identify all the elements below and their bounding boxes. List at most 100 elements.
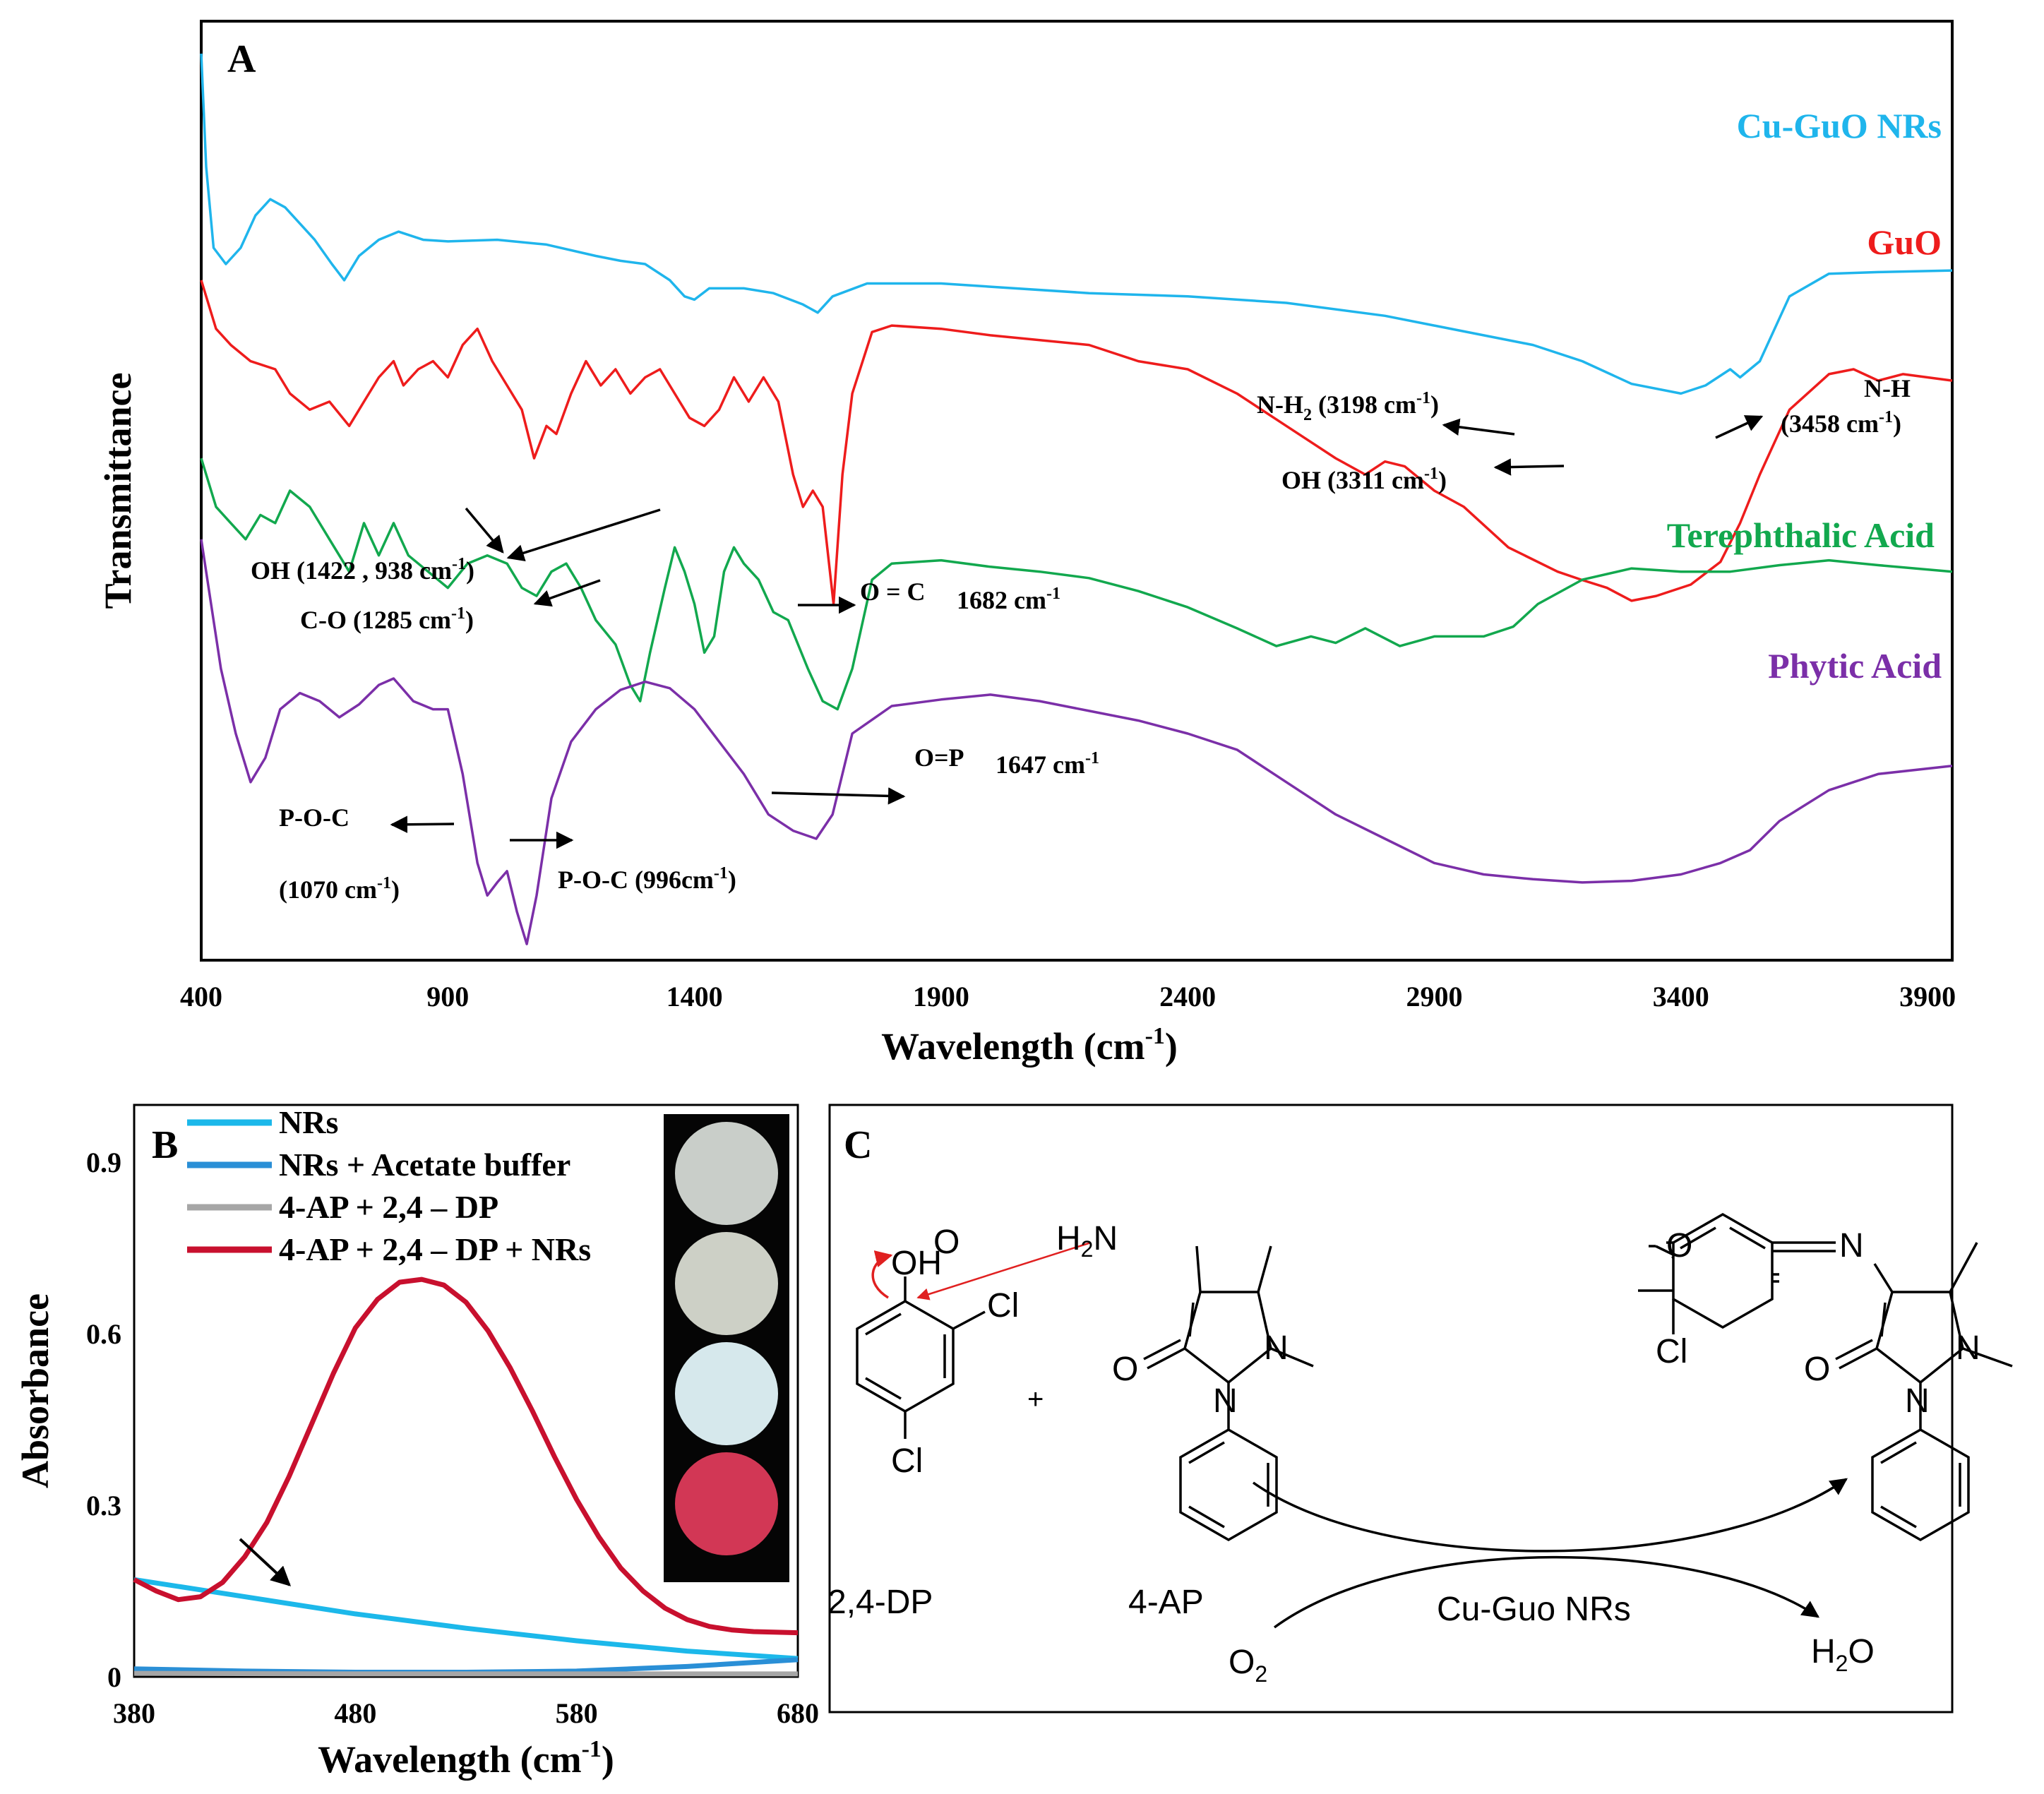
series-phytic-acid — [200, 539, 1953, 945]
xtick-label: 1400 — [667, 981, 723, 1012]
dp-name-label: 2,4-DP — [827, 1584, 933, 1621]
xtick-label: 580 — [556, 1697, 598, 1729]
product-o-label-2: O — [1666, 1227, 1692, 1264]
catalyst-label: Cu-Guo NRs — [1437, 1591, 1631, 1628]
h2o-label: H2O — [1811, 1633, 1875, 1676]
ap-methyl-bond-side — [1270, 1347, 1314, 1368]
inset-well-ap-dp — [675, 1342, 778, 1445]
panel-a-series — [200, 53, 1953, 945]
reaction-arrow-oxygen — [1273, 1555, 1820, 1629]
ap-phenyl-ring — [1179, 1428, 1278, 1542]
ytick-label: 0.3 — [86, 1490, 121, 1521]
panel-a-ylabel: Transmittance — [97, 373, 139, 609]
ap-n2-label: N — [1213, 1382, 1238, 1420]
xtick-label: 680 — [777, 1697, 819, 1729]
ap-h2n-label: H2N — [1056, 1220, 1118, 1262]
electron-arrow-straight — [916, 1241, 1092, 1300]
ap-carbonyl-bond — [1147, 1347, 1185, 1370]
dp-benzene-ring — [856, 1299, 955, 1413]
series-cu-guo-nrs — [200, 53, 1953, 395]
annotation-oh-1422: OH (1422 , 938 cm-1) — [251, 555, 474, 585]
dp-cl-bottom-label: Cl — [891, 1442, 923, 1480]
ap-o-label: O — [1112, 1351, 1138, 1388]
product-n2-label: N — [1905, 1382, 1930, 1420]
panel-c: C — [827, 1104, 2013, 1714]
product-structure — [1666, 1212, 2013, 1542]
electron-arrow-curved — [871, 1250, 893, 1299]
plus-sign: + — [1027, 1384, 1044, 1415]
legend-guo: GuO — [1867, 222, 1942, 262]
arrow-nh2 — [1442, 418, 1515, 436]
annotation-p-o-c-996: P-O-C (996cm-1) — [558, 864, 736, 894]
arrow-o-p — [771, 787, 906, 805]
xtick-label: 400 — [180, 981, 222, 1012]
dp-cl-top-label: Cl — [987, 1287, 1019, 1324]
product-n1-label: N — [1956, 1329, 1980, 1367]
annotation-p-o-c-1070: P-O-C — [279, 803, 349, 832]
xtick-label: 2900 — [1406, 981, 1462, 1012]
series-terephthalic-acid — [200, 458, 1953, 711]
series-4-ap-2-4-dp-nrs — [133, 1276, 799, 1636]
panel-c-label: C — [844, 1123, 872, 1167]
panel-b-xlabel: Wavelength (cm-1) — [318, 1736, 614, 1781]
legend-terephthalic-acid: Terephthalic Acid — [1667, 515, 1935, 555]
product-imine-n-label: N — [1839, 1227, 1864, 1264]
arrow-oh-1422 — [506, 508, 661, 562]
xtick-label: 2400 — [1159, 981, 1216, 1012]
panel-a-xlabel: Wavelength (cm-1) — [881, 1023, 1178, 1068]
annotation-c-o: C-O (1285 cm-1) — [300, 604, 474, 634]
inset-well-ap-dp-nrs — [675, 1452, 778, 1555]
inset-well-nrs-acetate — [675, 1232, 778, 1335]
product-o-label: O — [933, 1224, 960, 1261]
panel-a-xtick-labels: 400 900 1400 1900 2400 2900 3400 3900 — [180, 981, 1956, 1012]
xtick-label: 3400 — [1653, 981, 1709, 1012]
panel-b-series — [133, 1276, 799, 1677]
panel-a-annotations: N-H2 (3198 cm-1) N-H (3458 cm-1) OH (331… — [251, 374, 1911, 904]
legend-ap-dp: 4-AP + 2,4 – DP — [279, 1189, 498, 1225]
legend-nrs-acetate: NRs + Acetate buffer — [279, 1147, 570, 1183]
ap-name-label: 4-AP — [1128, 1584, 1204, 1621]
xtick-label: 3900 — [1899, 981, 1956, 1012]
product-cl-label: Cl — [1656, 1333, 1687, 1370]
ytick-label: 0.9 — [86, 1147, 121, 1178]
panel-c-frame — [828, 1104, 1954, 1714]
annotation-o-p-value: 1647 cm-1 — [996, 749, 1099, 779]
arrow-oh-3311 — [1493, 458, 1565, 476]
ap-nh2-bond — [1195, 1245, 1202, 1293]
arrow-oh-938 — [465, 507, 504, 554]
annotation-nh-line1: N-H — [1864, 374, 1911, 402]
annotation-oh-3311: OH (3311 cm-1) — [1281, 465, 1447, 494]
reaction-structures — [856, 1236, 1779, 1542]
panel-c-text: OH Cl Cl + H2N O N N O O N Cl O N N 2,4-… — [827, 1220, 1980, 1687]
ap-n1-label: N — [1264, 1329, 1289, 1367]
panel-b-xtick-labels: 380 480 580 680 — [113, 1697, 819, 1729]
dp-cl-bond-top — [952, 1310, 986, 1330]
product-o-carbonyl-label: O — [1804, 1351, 1830, 1388]
ytick-label: 0 — [107, 1661, 121, 1693]
color-inset — [664, 1114, 789, 1582]
ap-pyrazolone-ring — [1183, 1291, 1272, 1385]
inset-well-nrs — [675, 1122, 778, 1225]
legend-phytic-acid: Phytic Acid — [1768, 646, 1942, 686]
annotation-o-c-value: 1682 cm-1 — [957, 585, 1060, 614]
annotation-nh-line2: (3458 cm-1) — [1781, 408, 1901, 438]
series-guo — [200, 280, 1953, 606]
panel-b-arrow — [239, 1538, 292, 1586]
panel-b: B 0 0.3 0.6 0.9 380 480 580 680 NRs NRs + Acet… — [14, 1104, 819, 1781]
panel-a-label: A — [227, 37, 256, 81]
xtick-label: 380 — [113, 1697, 155, 1729]
xtick-label: 1900 — [913, 981, 969, 1012]
ap-methyl-bond-top — [1257, 1245, 1272, 1293]
reaction-arrow-main — [1252, 1478, 1848, 1553]
panel-a-arrows — [390, 415, 1764, 849]
product-phenyl-ring — [1871, 1428, 1970, 1542]
product-methyl-top — [1949, 1242, 1978, 1293]
annotation-o-c: O = C — [860, 578, 926, 606]
legend-nrs: NRs — [279, 1104, 338, 1140]
panel-b-ylabel: Absorbance — [14, 1293, 56, 1488]
product-methyl-side — [1962, 1347, 2013, 1368]
annotation-nh2: N-H2 (3198 cm-1) — [1257, 389, 1439, 424]
arrow-p-o-c-1070 — [390, 815, 455, 833]
panel-b-ytick-labels: 0 0.3 0.6 0.9 — [86, 1147, 121, 1693]
